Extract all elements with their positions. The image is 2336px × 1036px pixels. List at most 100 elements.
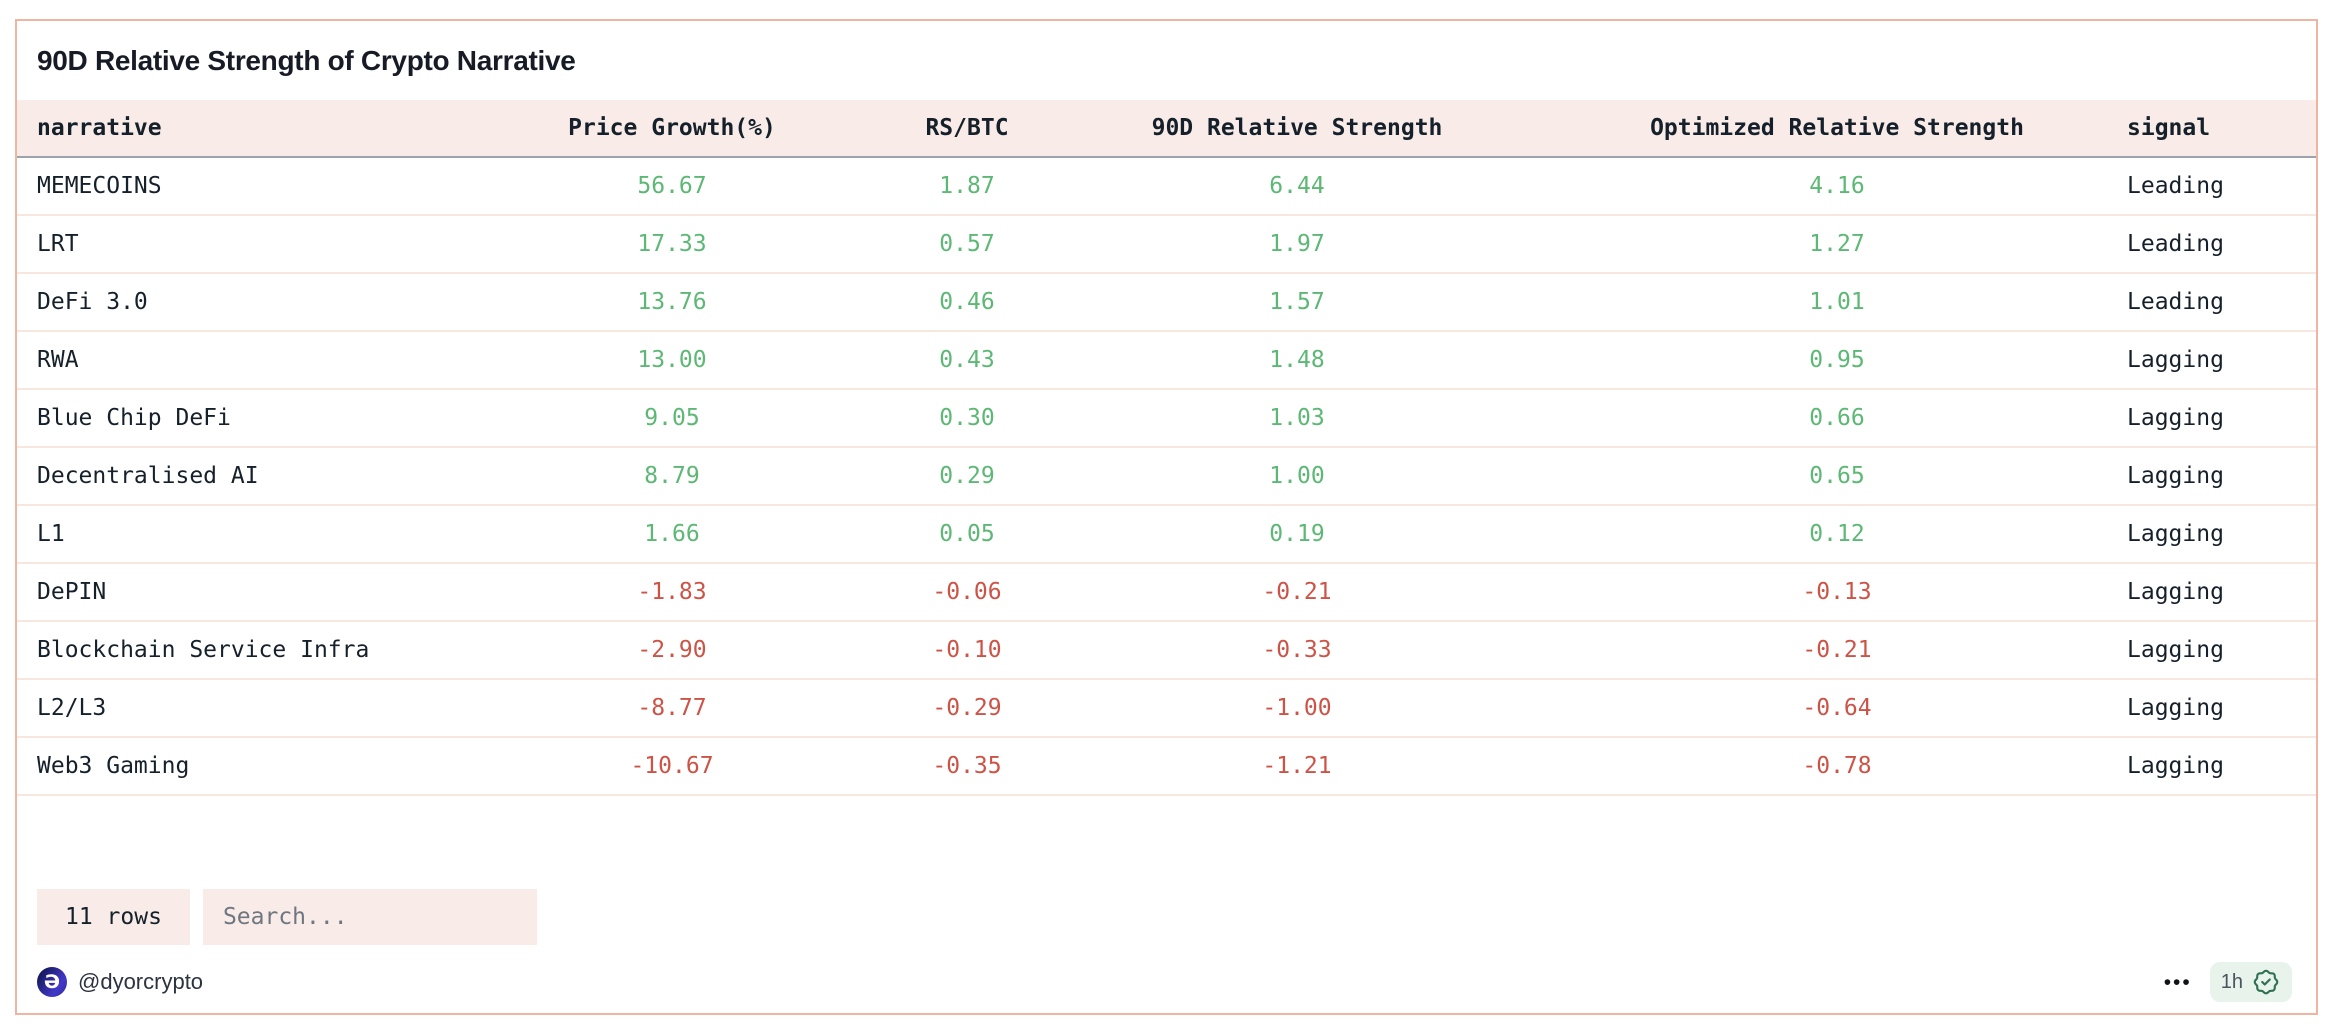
cell-rs_btc: -0.29: [887, 679, 1047, 738]
cell-narrative: MEMECOINS: [17, 157, 457, 216]
cell-price_growth: 1.66: [457, 505, 887, 564]
cell-rs_btc: 0.29: [887, 447, 1047, 506]
data-table: narrative Price Growth(%) RS/BTC 90D Relati…: [17, 100, 2316, 796]
cell-optimized_strength: -0.13: [1547, 563, 2127, 622]
cell-strength_90d: -0.33: [1047, 621, 1547, 680]
cell-narrative: Blockchain Service Infra: [17, 621, 457, 680]
cell-optimized_strength: 4.16: [1547, 157, 2127, 216]
table-row: Blockchain Service Infra -2.90 -0.10 -0.33-…: [17, 621, 2316, 680]
table-row: DePIN -1.83 -0.06 -0.21 -0.13 Lagging: [17, 563, 2316, 622]
cell-rs_btc: 0.05: [887, 505, 1047, 564]
cell-rs_btc: 1.87: [887, 157, 1047, 216]
age-text: 1h: [2220, 970, 2243, 993]
search-input[interactable]: [202, 889, 537, 945]
cell-signal: Lagging: [2127, 621, 2316, 680]
cell-signal: Leading: [2127, 273, 2316, 332]
cell-narrative: L2/L3: [17, 679, 457, 738]
cell-optimized_strength: -0.64: [1547, 679, 2127, 738]
cell-strength_90d: 1.97: [1047, 215, 1547, 274]
cell-optimized_strength: -0.78: [1547, 737, 2127, 796]
cell-price_growth: -10.67: [457, 737, 887, 796]
table-row: Decentralised AI 8.79 0.29 1.00 0.65 Lagging: [17, 447, 2316, 506]
table-row: RWA 13.00 0.43 1.48 0.95 Lagging: [17, 331, 2316, 390]
cell-price_growth: 56.67: [457, 157, 887, 216]
cell-strength_90d: 1.00: [1047, 447, 1547, 506]
cell-price_growth: 9.05: [457, 389, 887, 448]
card: 90D Relative Strength of Crypto Narrativ…: [15, 19, 2318, 1015]
table-row: MEMECOINS 56.67 1.87 6.44 4.16 Leading: [17, 157, 2316, 216]
table-controls: 11 rows: [37, 889, 537, 945]
cell-price_growth: -8.77: [457, 679, 887, 738]
cell-optimized_strength: 1.01: [1547, 273, 2127, 332]
cell-rs_btc: 0.30: [887, 389, 1047, 448]
cell-narrative: RWA: [17, 331, 457, 390]
cell-rs_btc: -0.06: [887, 563, 1047, 622]
cell-signal: Lagging: [2127, 447, 2316, 506]
verified-badge-icon: [2253, 969, 2279, 995]
cell-price_growth: 17.33: [457, 215, 887, 274]
table-row: LRT 17.33 0.57 1.97 1.27 Leading: [17, 215, 2316, 274]
cell-optimized_strength: 0.95: [1547, 331, 2127, 390]
cell-signal: Lagging: [2127, 331, 2316, 390]
cell-rs_btc: 0.46: [887, 273, 1047, 332]
footer: Ə @dyorcrypto ••• 1h: [37, 960, 2292, 1004]
cell-optimized_strength: -0.21: [1547, 621, 2127, 680]
cell-price_growth: -1.83: [457, 563, 887, 622]
column-header-strength_90d[interactable]: 90D Relative Strength: [1047, 100, 1547, 158]
cell-rs_btc: 0.43: [887, 331, 1047, 390]
cell-narrative: Blue Chip DeFi: [17, 389, 457, 448]
table-row: Blue Chip DeFi 9.05 0.30 1.03 0.66 Lagging: [17, 389, 2316, 448]
cell-signal: Lagging: [2127, 737, 2316, 796]
page-title: 90D Relative Strength of Crypto Narrativ…: [37, 45, 576, 76]
cell-optimized_strength: 1.27: [1547, 215, 2127, 274]
rows-count-chip[interactable]: 11 rows: [37, 889, 190, 945]
table-body: MEMECOINS 56.67 1.87 6.44 4.16 Leading LRT 17.3…: [17, 157, 2316, 796]
cell-narrative: Decentralised AI: [17, 447, 457, 506]
cell-narrative: DeFi 3.0: [17, 273, 457, 332]
table-row: L1 1.66 0.05 0.19 0.12 Lagging: [17, 505, 2316, 564]
table-row: DeFi 3.0 13.76 0.46 1.57 1.01 Leading: [17, 273, 2316, 332]
cell-signal: Leading: [2127, 215, 2316, 274]
table-row: L2/L3 -8.77 -0.29 -1.00 -0.64 Lagging: [17, 679, 2316, 738]
cell-optimized_strength: 0.66: [1547, 389, 2127, 448]
cell-price_growth: -2.90: [457, 621, 887, 680]
cell-narrative: LRT: [17, 215, 457, 274]
brand-link[interactable]: Ə @dyorcrypto: [37, 967, 203, 997]
dyor-logo-icon: Ə: [37, 967, 67, 997]
cell-signal: Lagging: [2127, 563, 2316, 622]
cell-signal: Leading: [2127, 157, 2316, 216]
cell-strength_90d: 1.48: [1047, 331, 1547, 390]
cell-optimized_strength: 0.65: [1547, 447, 2127, 506]
cell-rs_btc: 0.57: [887, 215, 1047, 274]
column-header-narrative[interactable]: narrative: [17, 100, 457, 158]
column-header-rs_btc[interactable]: RS/BTC: [887, 100, 1047, 158]
cell-price_growth: 13.76: [457, 273, 887, 332]
cell-strength_90d: -1.21: [1047, 737, 1547, 796]
cell-signal: Lagging: [2127, 679, 2316, 738]
cell-signal: Lagging: [2127, 389, 2316, 448]
cell-strength_90d: 6.44: [1047, 157, 1547, 216]
column-header-signal[interactable]: signal: [2127, 100, 2316, 158]
table-row: Web3 Gaming -10.67 -0.35 -1.21 -0.78 Lagging: [17, 737, 2316, 796]
table-header-row: narrative Price Growth(%) RS/BTC 90D Relati…: [17, 100, 2316, 158]
cell-price_growth: 8.79: [457, 447, 887, 506]
cell-strength_90d: -1.00: [1047, 679, 1547, 738]
cell-narrative: Web3 Gaming: [17, 737, 457, 796]
cell-rs_btc: -0.10: [887, 621, 1047, 680]
more-options-button[interactable]: •••: [2162, 968, 2194, 997]
cell-strength_90d: 0.19: [1047, 505, 1547, 564]
cell-narrative: DePIN: [17, 563, 457, 622]
age-badge[interactable]: 1h: [2209, 962, 2292, 1002]
column-header-price_growth[interactable]: Price Growth(%): [457, 100, 887, 158]
column-header-optimized_strength[interactable]: Optimized Relative Strength: [1547, 100, 2127, 158]
cell-price_growth: 13.00: [457, 331, 887, 390]
cell-rs_btc: -0.35: [887, 737, 1047, 796]
cell-strength_90d: 1.03: [1047, 389, 1547, 448]
cell-optimized_strength: 0.12: [1547, 505, 2127, 564]
cell-narrative: L1: [17, 505, 457, 564]
cell-strength_90d: -0.21: [1047, 563, 1547, 622]
cell-signal: Lagging: [2127, 505, 2316, 564]
footer-right: ••• 1h: [2162, 962, 2292, 1002]
brand-handle: @dyorcrypto: [78, 969, 204, 994]
cell-strength_90d: 1.57: [1047, 273, 1547, 332]
